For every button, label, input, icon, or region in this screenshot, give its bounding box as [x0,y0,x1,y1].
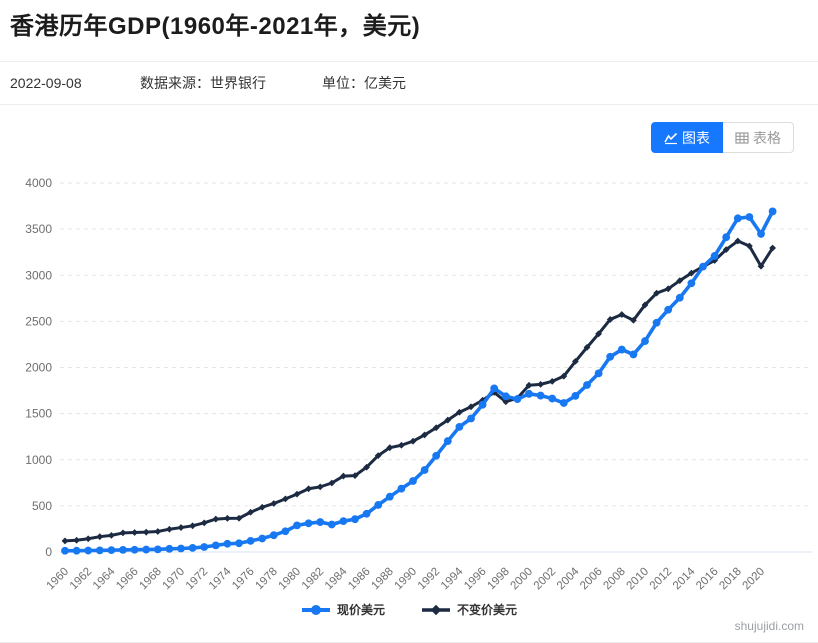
tab-chart-label: 图表 [682,129,710,146]
svg-text:1960: 1960 [45,566,72,593]
svg-text:2000: 2000 [25,361,52,375]
table-icon [735,131,749,144]
meta-row: 2022-09-08 数据来源：世界银行 单位：亿美元 [0,62,818,104]
legend-label: 不变价美元 [457,603,518,617]
svg-text:1966: 1966 [114,566,141,593]
svg-text:1974: 1974 [207,565,234,592]
svg-text:1964: 1964 [91,565,118,592]
svg-text:2020: 2020 [741,566,768,593]
svg-text:2002: 2002 [532,566,559,593]
svg-text:500: 500 [32,499,52,513]
publish-date: 2022-09-08 [10,75,82,91]
svg-text:3500: 3500 [25,222,52,236]
site-watermark: shujujidi.com [734,619,804,633]
divider [0,104,818,105]
svg-text:3000: 3000 [25,268,52,282]
svg-text:2006: 2006 [578,566,605,593]
svg-text:0: 0 [45,545,52,559]
page-title: 香港历年GDP(1960年-2021年，美元) [10,13,421,40]
svg-text:1968: 1968 [137,566,164,593]
svg-text:2016: 2016 [694,566,721,593]
svg-text:1988: 1988 [369,566,396,593]
svg-text:1998: 1998 [485,566,512,593]
svg-text:1500: 1500 [25,407,52,421]
data-source-label: 数据来源：世界银行 [140,75,266,91]
svg-text:1972: 1972 [184,566,211,593]
tab-chart-view[interactable]: 图表 [651,122,723,153]
svg-text:1994: 1994 [439,565,466,592]
legend-marker-circle [301,604,330,615]
legend-item-constant-usd[interactable]: 不变价美元 [421,601,517,618]
divider [0,61,818,62]
svg-text:4000: 4000 [25,176,52,190]
svg-text:1976: 1976 [230,566,257,593]
svg-text:1996: 1996 [462,566,489,593]
view-toggle: 图表 表格 [651,122,794,153]
chart-legend: 现价美元 不变价美元 [0,601,818,618]
svg-text:1978: 1978 [253,566,280,593]
svg-text:1962: 1962 [68,566,95,593]
line-chart-icon [664,132,678,144]
unit-label: 单位：亿美元 [322,75,406,91]
svg-text:1000: 1000 [25,453,52,467]
gdp-line-chart[interactable]: 0 500 1000 1500 2000 2500 3000 3500 4000 19601962… [0,170,818,602]
svg-text:1980: 1980 [277,566,304,593]
legend-item-current-usd[interactable]: 现价美元 [301,601,385,618]
svg-text:2000: 2000 [509,566,536,593]
svg-text:2008: 2008 [601,566,628,593]
svg-text:2014: 2014 [671,565,698,592]
svg-text:1982: 1982 [300,566,327,593]
svg-text:1990: 1990 [393,566,420,593]
svg-text:1984: 1984 [323,565,350,592]
tab-table-view[interactable]: 表格 [723,122,794,153]
svg-text:1986: 1986 [346,566,373,593]
svg-text:2018: 2018 [717,566,744,593]
svg-text:2012: 2012 [648,566,675,593]
svg-text:1992: 1992 [416,566,443,593]
legend-marker-diamond [422,604,450,615]
svg-text:2500: 2500 [25,314,52,328]
tab-table-label: 表格 [753,129,781,146]
svg-text:1970: 1970 [161,566,188,593]
svg-text:2004: 2004 [555,565,582,592]
svg-text:2010: 2010 [625,566,652,593]
legend-label: 现价美元 [336,603,385,617]
